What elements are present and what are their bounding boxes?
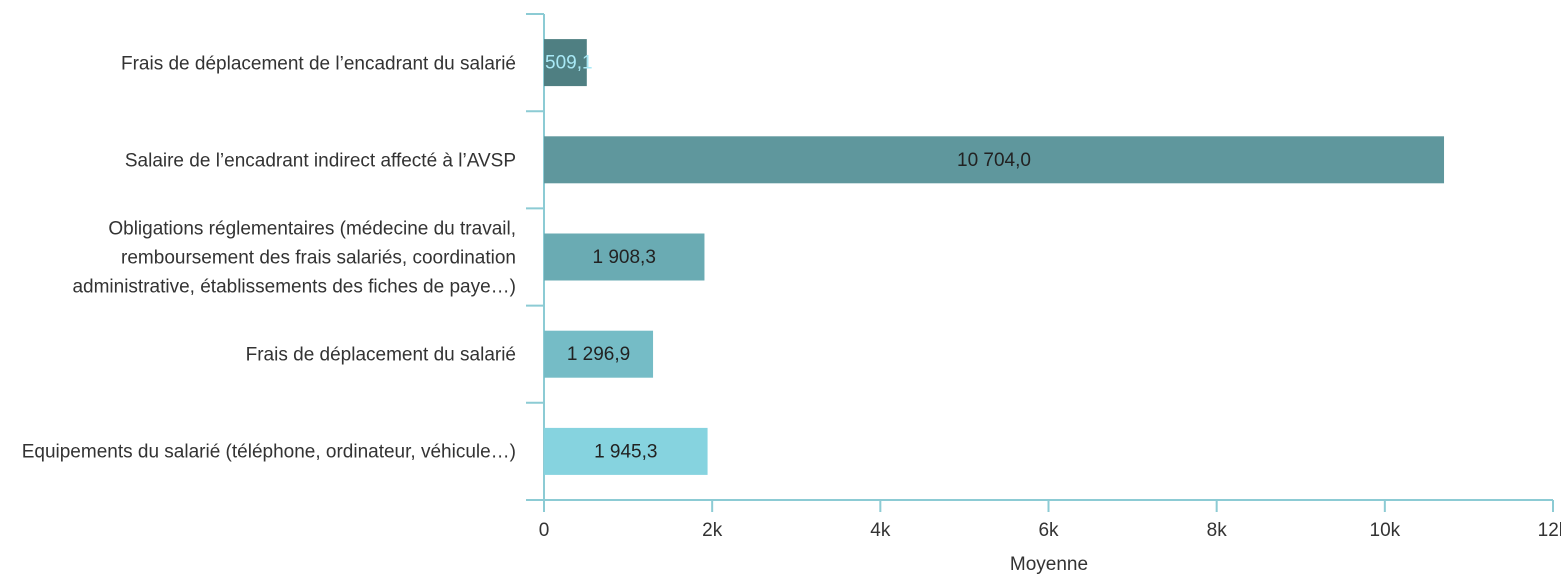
- value-label: 1 945,3: [594, 441, 657, 462]
- x-tick-label: 10k: [1370, 520, 1401, 541]
- x-tick-label: 8k: [1207, 520, 1228, 541]
- y-tick-label: Obligations réglementaires (médecine du …: [72, 218, 516, 298]
- x-axis-label: Moyenne: [1010, 554, 1088, 575]
- bar: [544, 39, 587, 87]
- value-label: 1 908,3: [593, 247, 656, 268]
- y-tick-label: Frais de déplacement du salarié: [245, 344, 516, 366]
- y-tick-label: Frais de déplacement de l’encadrant du s…: [120, 53, 516, 75]
- value-label: 10 704,0: [957, 150, 1031, 171]
- bar: [544, 136, 1445, 184]
- x-tick-label: 4k: [870, 520, 891, 541]
- bar: [544, 233, 705, 281]
- x-tick-label: 12k: [1538, 520, 1561, 541]
- y-tick-label: Salaire de l’encadrant indirect affecté …: [124, 150, 516, 172]
- x-tick-label: 2k: [702, 520, 723, 541]
- bar: [544, 330, 654, 378]
- value-label: 1 296,9: [567, 344, 630, 365]
- y-tick-label: Equipements du salarié (téléphone, ordin…: [21, 441, 516, 463]
- x-tick-label: 0: [539, 520, 550, 541]
- bar: [544, 427, 708, 475]
- value-label: 509,1: [545, 53, 593, 74]
- x-tick-label: 6k: [1038, 520, 1059, 541]
